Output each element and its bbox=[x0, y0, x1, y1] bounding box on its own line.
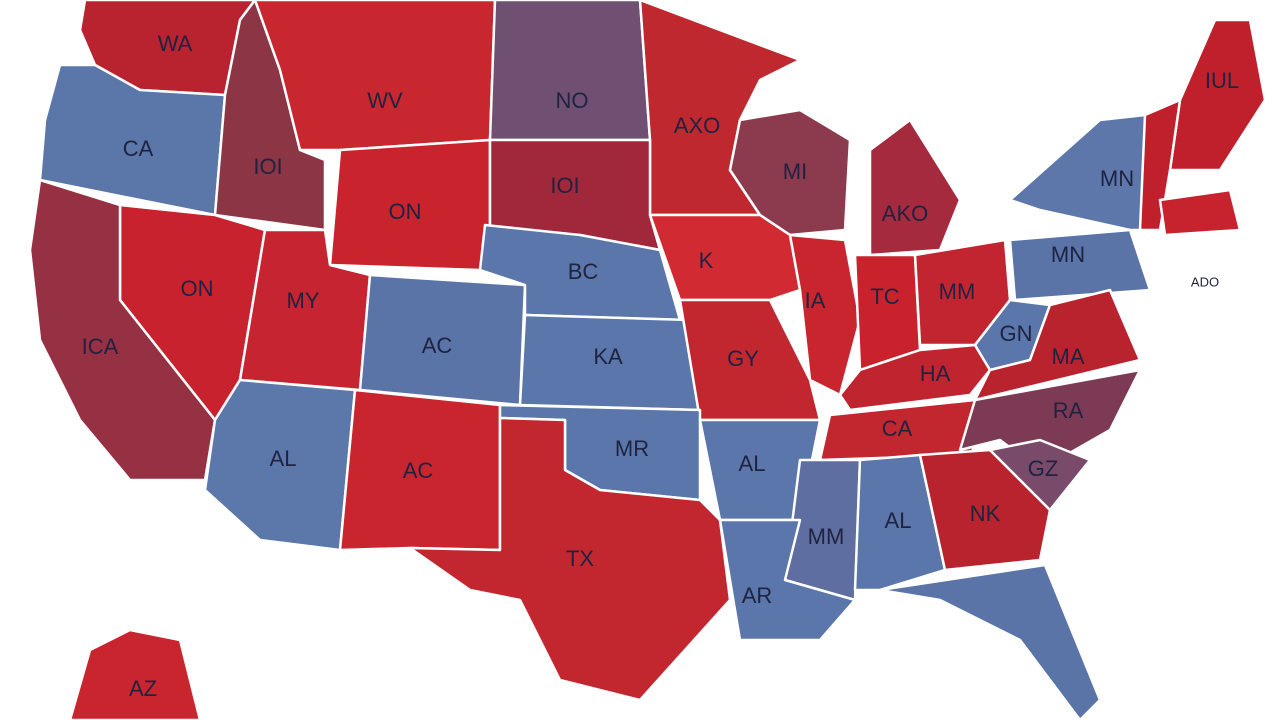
region-label: MR bbox=[615, 436, 649, 461]
region-label: AZ bbox=[129, 676, 157, 701]
region-label: RA bbox=[1053, 398, 1084, 423]
region-label: IOI bbox=[550, 173, 579, 198]
region-label: AL bbox=[739, 451, 766, 476]
region bbox=[28, 178, 217, 482]
region-label: NK bbox=[970, 501, 1001, 526]
region-label: K bbox=[699, 248, 714, 273]
region-label: MA bbox=[1052, 344, 1085, 369]
region bbox=[868, 118, 962, 257]
region bbox=[988, 438, 1092, 512]
region-label: IUL bbox=[1205, 68, 1239, 93]
region-label: CA bbox=[123, 136, 154, 161]
region bbox=[878, 563, 1102, 720]
region-label: MM bbox=[939, 279, 976, 304]
region-label: CA bbox=[882, 416, 913, 441]
region-label: GN bbox=[1000, 321, 1033, 346]
region-label: KA bbox=[593, 344, 623, 369]
region-label: TC bbox=[870, 284, 899, 309]
region-label: AKO bbox=[882, 201, 928, 226]
region bbox=[853, 453, 947, 592]
region-label: AXO bbox=[674, 113, 720, 138]
region-label: MI bbox=[783, 159, 807, 184]
region-label: ON bbox=[181, 276, 214, 301]
region bbox=[1008, 228, 1152, 302]
region-label: GY bbox=[727, 346, 759, 371]
region bbox=[678, 298, 822, 422]
region-label: AL bbox=[885, 508, 912, 533]
region-label: WV bbox=[367, 88, 403, 113]
region-label: BC bbox=[568, 259, 599, 284]
region bbox=[488, 0, 652, 142]
region bbox=[728, 108, 852, 237]
region-label: TX bbox=[566, 546, 594, 571]
region-label: HA bbox=[920, 361, 951, 386]
region-label: WA bbox=[158, 31, 193, 56]
region-label: GZ bbox=[1028, 456, 1059, 481]
annotation: ADO bbox=[1191, 274, 1219, 289]
region bbox=[408, 416, 732, 702]
region bbox=[718, 518, 857, 642]
region bbox=[918, 448, 1052, 572]
region-label: IA bbox=[805, 288, 826, 313]
region-label: IOI bbox=[253, 154, 282, 179]
region-label: AR bbox=[742, 583, 773, 608]
region-label: MN bbox=[1100, 166, 1134, 191]
regions bbox=[28, 0, 1267, 720]
labels: WA CA IOI WV NO AXO ON IOI MI AKO MN IUL ON ICA MY AC BC… bbox=[82, 31, 1239, 701]
region-label: MM bbox=[808, 524, 845, 549]
region-label: ON bbox=[389, 199, 422, 224]
region-label: AC bbox=[422, 333, 453, 358]
region-label: MN bbox=[1051, 242, 1085, 267]
region-label: NO bbox=[556, 88, 589, 113]
region bbox=[68, 628, 202, 720]
region-label: MY bbox=[287, 288, 320, 313]
region-label: AL bbox=[270, 446, 297, 471]
region-label: AC bbox=[403, 458, 434, 483]
region bbox=[1158, 188, 1242, 237]
region-label: ICA bbox=[82, 334, 119, 359]
